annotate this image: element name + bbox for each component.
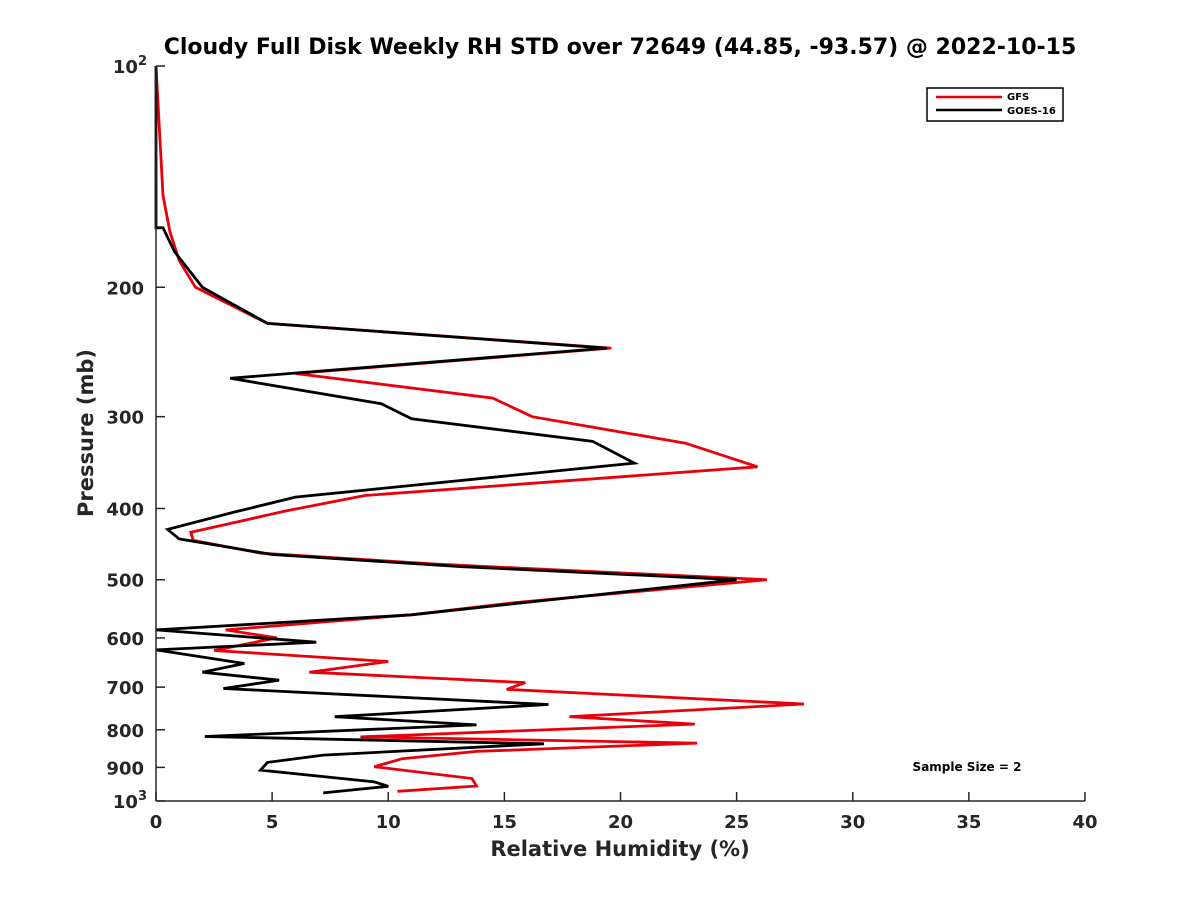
y-tick-label: 700 [106, 678, 144, 699]
y-axis-label: Pressure (mb) [74, 349, 98, 517]
y-tick-label: 600 [106, 629, 144, 650]
y-tick-label: 300 [106, 408, 144, 429]
x-tick-label: 0 [150, 812, 163, 833]
legend: GFS GOES-16 [926, 87, 1064, 122]
x-tick-label: 20 [608, 812, 633, 833]
x-tick-label: 5 [266, 812, 279, 833]
x-ticks: 0 5 10 15 20 25 30 35 40 [150, 792, 1098, 833]
y-tick-label: 900 [106, 758, 144, 779]
y-tick-label: 400 [106, 500, 144, 521]
x-tick-label: 30 [840, 812, 865, 833]
chart-title: Cloudy Full Disk Weekly RH STD over 7264… [164, 35, 1077, 60]
x-tick-label: 40 [1072, 812, 1097, 833]
x-tick-label: 15 [492, 812, 517, 833]
x-axis-label: Relative Humidity (%) [490, 837, 749, 861]
series-line-goes16 [154, 66, 737, 795]
y-tick-label: 800 [106, 721, 144, 742]
legend-label-gfs: GFS [1007, 92, 1029, 103]
y-tick-label: 102 [113, 54, 147, 78]
legend-box [926, 87, 1064, 122]
y-ticks: 102 200 300 400 500 600 700 800 900 103 [106, 54, 165, 813]
legend-label-goes16: GOES-16 [1007, 106, 1056, 117]
x-tick-label: 25 [724, 812, 749, 833]
plot-area [154, 65, 805, 795]
x-tick-label: 10 [376, 812, 401, 833]
x-tick-label: 35 [956, 812, 981, 833]
y-tick-label: 500 [106, 571, 144, 592]
y-tick-label: 103 [113, 789, 147, 813]
y-tick-label: 200 [106, 278, 144, 299]
sample-size-annotation: Sample Size = 2 [913, 760, 1022, 774]
